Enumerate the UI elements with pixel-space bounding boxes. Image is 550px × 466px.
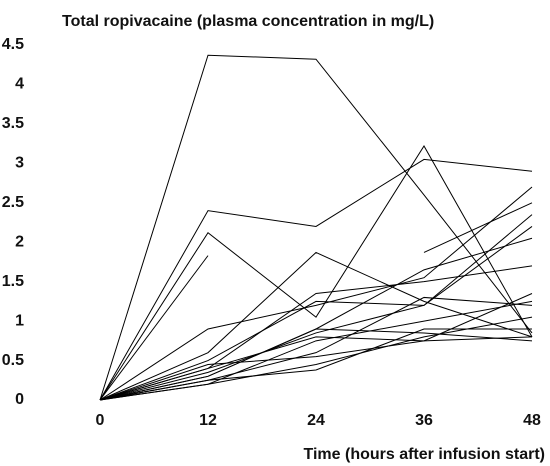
series-line (99, 293, 533, 401)
series-line (423, 202, 533, 253)
series-line (99, 158, 533, 401)
y-tick-label: 3 (15, 155, 24, 172)
series-line (99, 328, 533, 401)
x-tick-label: 24 (307, 412, 325, 429)
y-tick-label: 3.5 (2, 115, 24, 132)
series-line (99, 214, 533, 401)
x-tick-label: 0 (96, 412, 105, 429)
series-line (99, 251, 533, 401)
series-line (99, 237, 533, 401)
x-tick-label: 48 (523, 412, 541, 429)
x-axis-label: Time (hours after infusion start) (303, 446, 545, 463)
y-tick-label: 4.5 (2, 36, 24, 53)
series-line (99, 145, 533, 401)
series-line (99, 336, 533, 401)
y-tick-label: 1 (15, 312, 24, 329)
chart-title: Total ropivacaine (plasma concentration … (62, 13, 434, 30)
series-line (99, 328, 532, 401)
y-tick-label: 2.5 (2, 194, 24, 211)
series-line (99, 300, 533, 401)
y-tick-label: 2 (15, 233, 24, 250)
x-tick-label: 12 (199, 412, 217, 429)
series-line (99, 54, 533, 401)
y-tick-label: 0 (15, 391, 24, 408)
series-line (99, 255, 209, 401)
y-tick-label: 4 (15, 76, 24, 93)
series-line (99, 316, 533, 401)
y-tick-label: 1.5 (2, 273, 24, 290)
series-line (99, 186, 533, 401)
x-tick-label: 36 (415, 412, 433, 429)
y-tick-label: 0.5 (2, 352, 24, 369)
series-line (99, 226, 533, 401)
